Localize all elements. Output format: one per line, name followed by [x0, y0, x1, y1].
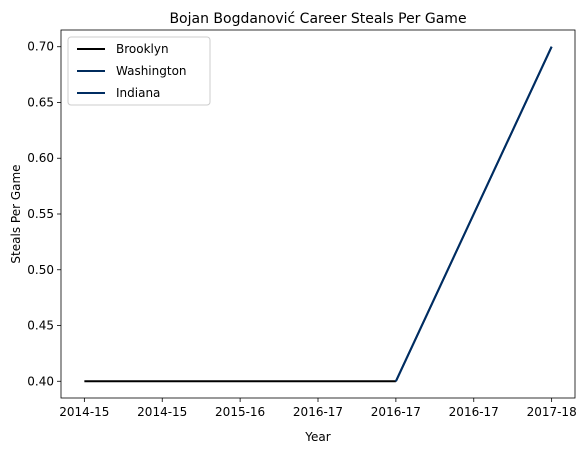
y-tick-label: 0.55: [27, 207, 54, 221]
plot-lines: [84, 46, 553, 383]
x-axis: 2014-15 2014-15 2015-16 2016-17 2016-17 2016-…: [59, 398, 577, 419]
legend-label-brooklyn: Brooklyn: [116, 42, 169, 56]
chart-title: Bojan Bogdanović Career Steals Per Game: [169, 11, 466, 27]
legend: Brooklyn Washington Indiana: [67, 36, 211, 106]
y-tick-label: 0.40: [27, 374, 54, 388]
y-tick-label: 0.50: [27, 263, 54, 277]
x-axis-label: Year: [304, 430, 330, 444]
y-tick-label: 0.65: [27, 95, 54, 109]
x-tick-label: 2016-17: [449, 405, 499, 419]
x-tick-label: 2015-16: [215, 405, 265, 419]
y-axis: 0.40 0.45 0.50 0.55 0.60 0.65 0.70: [27, 40, 61, 388]
x-tick-label: 2014-15: [137, 405, 187, 419]
y-tick-label: 0.70: [27, 40, 54, 54]
y-axis-label: Steals Per Game: [9, 164, 23, 263]
legend-label-washington: Washington: [116, 64, 187, 78]
legend-box: [67, 36, 211, 106]
x-tick-label: 2017-18: [527, 405, 577, 419]
x-tick-label: 2016-17: [371, 405, 421, 419]
x-tick-label: 2016-17: [293, 405, 343, 419]
series-line-indiana: [394, 46, 553, 382]
y-tick-label: 0.60: [27, 151, 54, 165]
y-tick-label: 0.45: [27, 319, 54, 333]
legend-label-indiana: Indiana: [116, 86, 160, 100]
x-tick-label: 2014-15: [59, 405, 109, 419]
